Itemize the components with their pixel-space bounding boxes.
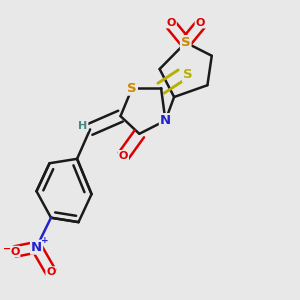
Text: O: O [46, 267, 56, 277]
Text: N: N [160, 114, 171, 127]
Text: O: O [167, 17, 176, 28]
Text: +: + [40, 236, 48, 245]
Text: O: O [196, 17, 205, 28]
Text: S: S [127, 82, 137, 95]
Text: H: H [78, 121, 88, 131]
Text: S: S [181, 36, 190, 49]
Text: N: N [31, 241, 42, 254]
Text: O: O [10, 247, 20, 256]
Text: −: − [3, 244, 11, 254]
Text: S: S [183, 68, 193, 81]
Text: O: O [119, 151, 128, 161]
